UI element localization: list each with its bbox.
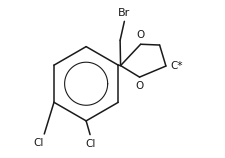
- Text: C*: C*: [169, 61, 182, 71]
- Text: Br: Br: [118, 9, 130, 18]
- Text: O: O: [134, 81, 143, 91]
- Text: Cl: Cl: [33, 138, 44, 148]
- Text: O: O: [136, 30, 144, 40]
- Text: Cl: Cl: [85, 139, 95, 149]
